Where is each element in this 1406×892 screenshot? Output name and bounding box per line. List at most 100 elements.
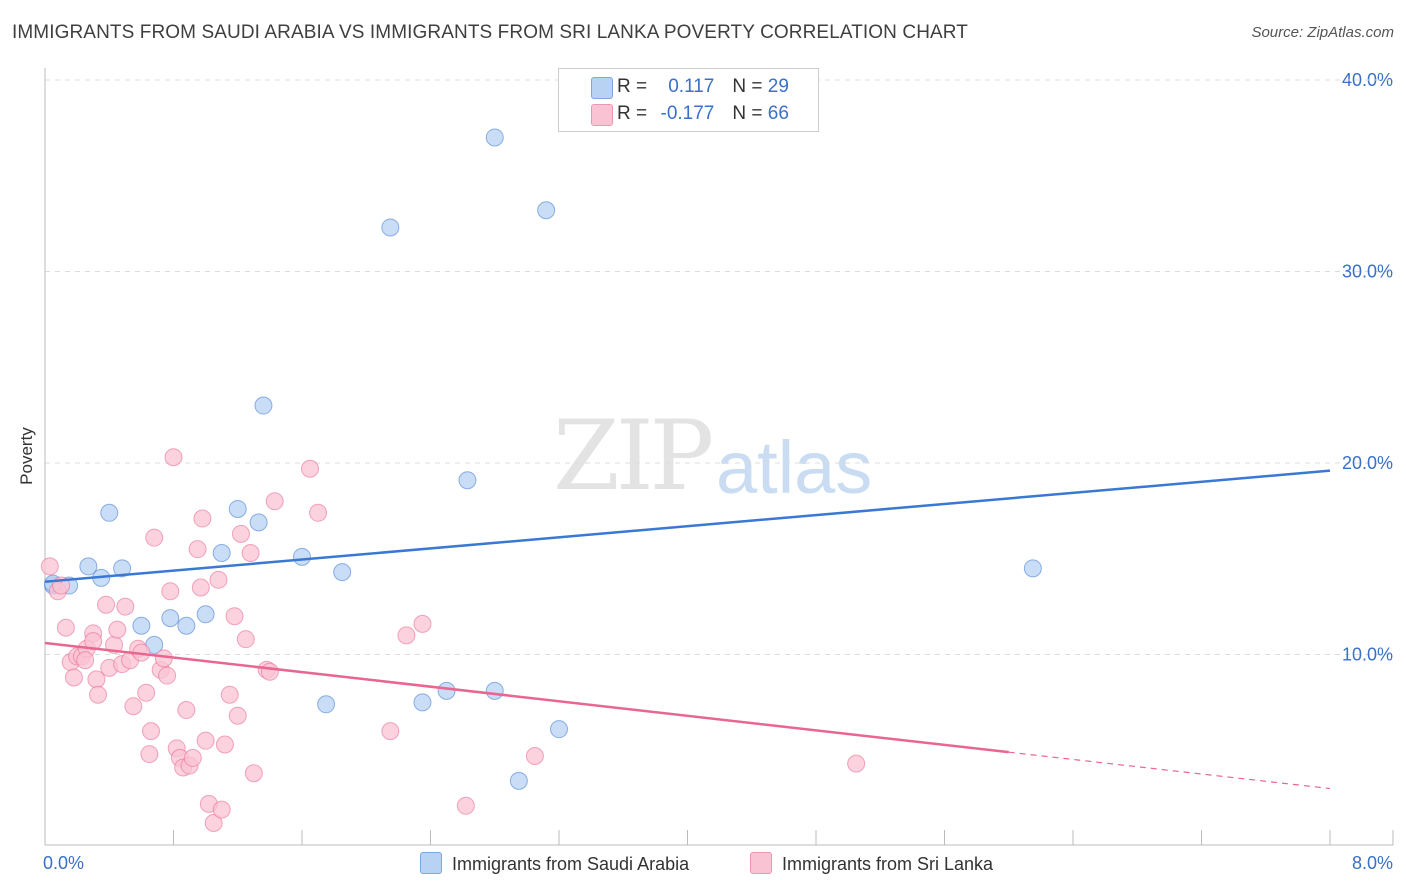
x-tick-label-max: 8.0% [1352, 853, 1393, 873]
point-sri-lanka [158, 666, 177, 685]
point-sri-lanka [260, 662, 279, 681]
point-saudi-arabia [381, 218, 400, 237]
point-saudi-arabia [161, 609, 180, 628]
point-saudi-arabia [485, 128, 504, 147]
point-sri-lanka [204, 814, 223, 833]
point-saudi-arabia [509, 771, 528, 790]
point-saudi-arabia [254, 396, 273, 415]
legend-r-value: 0.117 [668, 76, 715, 97]
point-saudi-arabia [458, 471, 477, 490]
point-sri-lanka [236, 630, 255, 649]
legend-row-sri-lanka: R = -0.177 N = 66 [591, 103, 789, 127]
point-saudi-arabia [196, 605, 215, 624]
legend-r-label: R = [617, 76, 653, 97]
legend-n-label: N = [732, 76, 768, 97]
bottom-legend-label-saudi-arabia: Immigrants from Saudi Arabia [452, 854, 690, 874]
point-sri-lanka [212, 800, 231, 819]
y-tick-label: 20.0% [1342, 453, 1393, 473]
point-saudi-arabia [177, 616, 196, 635]
point-sri-lanka [231, 524, 250, 543]
source-credit: Source: ZipAtlas.com [1251, 24, 1394, 41]
point-sri-lanka [137, 683, 156, 702]
chart-title: IMMIGRANTS FROM SAUDI ARABIA VS IMMIGRAN… [12, 22, 968, 43]
bottom-legend-swatch-saudi-arabia [420, 852, 442, 874]
point-saudi-arabia [550, 720, 568, 739]
point-sri-lanka [161, 582, 180, 601]
y-tick-label: 30.0% [1342, 262, 1393, 282]
point-saudi-arabia [228, 499, 247, 518]
point-saudi-arabia [293, 547, 311, 566]
point-saudi-arabia [132, 616, 151, 635]
point-saudi-arabia [79, 557, 98, 576]
point-sri-lanka [145, 528, 164, 547]
bottom-legend-sri-lanka: Immigrants from Sri Lanka [750, 852, 993, 875]
point-sri-lanka [525, 746, 544, 765]
point-saudi-arabia [113, 559, 132, 578]
legend-swatch-sri-lanka [591, 104, 613, 126]
point-sri-lanka [301, 459, 320, 478]
point-sri-lanka [456, 796, 475, 815]
point-sri-lanka [225, 607, 244, 626]
point-sri-lanka [177, 701, 196, 720]
point-sri-lanka [56, 618, 75, 637]
point-saudi-arabia [100, 503, 119, 522]
point-sri-lanka [97, 595, 116, 614]
point-saudi-arabia [333, 563, 352, 582]
point-sri-lanka [188, 540, 207, 559]
legend-n-value: 66 [767, 103, 789, 124]
watermark-atlas: atlas [716, 426, 873, 509]
point-sri-lanka [381, 722, 400, 741]
point-sri-lanka [124, 697, 143, 716]
point-sri-lanka [228, 706, 247, 725]
legend-swatch-saudi-arabia [591, 77, 613, 99]
point-sri-lanka [183, 748, 202, 767]
point-saudi-arabia [1023, 559, 1042, 578]
point-sri-lanka [76, 651, 95, 670]
point-sri-lanka [265, 492, 284, 511]
point-saudi-arabia [537, 201, 556, 220]
bottom-legend-swatch-sri-lanka [750, 852, 772, 874]
point-sri-lanka [209, 570, 228, 589]
y-tick-label: 10.0% [1342, 645, 1393, 665]
point-sri-lanka [164, 448, 183, 467]
point-sri-lanka [397, 626, 416, 645]
watermark-zip: ZIP [553, 400, 714, 512]
point-saudi-arabia [437, 681, 456, 700]
legend-row-saudi-arabia: R = 0.117 N = 29 [591, 76, 789, 100]
point-sri-lanka [40, 557, 59, 576]
point-sri-lanka [116, 597, 135, 616]
point-sri-lanka [140, 745, 159, 764]
point-sri-lanka [244, 764, 263, 783]
trend-line-extension-sri-lanka [1008, 751, 1331, 790]
x-tick-label-min: 0.0% [43, 853, 84, 873]
point-sri-lanka [89, 685, 108, 704]
point-sri-lanka [142, 722, 161, 741]
point-sri-lanka [215, 735, 234, 754]
stats-legend: R = 0.117 N = 29 R = -0.177 N = 66 [558, 68, 819, 132]
point-sri-lanka [196, 731, 215, 750]
legend-n-value: 29 [767, 76, 789, 97]
bottom-legend-label-sri-lanka: Immigrants from Sri Lanka [782, 854, 994, 874]
y-axis-label: Poverty [17, 427, 36, 485]
point-saudi-arabia [249, 513, 268, 532]
point-sri-lanka [220, 685, 239, 704]
point-saudi-arabia [413, 693, 432, 712]
point-sri-lanka [191, 578, 210, 597]
point-saudi-arabia [317, 695, 336, 714]
trend-line-sri-lanka [44, 641, 1009, 754]
trend-line-saudi-arabia [44, 469, 1331, 583]
legend-r-label: R = [617, 103, 653, 124]
point-sri-lanka [309, 503, 328, 522]
legend-r-value: -0.177 [660, 103, 715, 124]
point-saudi-arabia [485, 681, 504, 700]
legend-n-label: N = [732, 103, 768, 124]
point-sri-lanka [241, 544, 260, 563]
point-sri-lanka [413, 614, 432, 633]
point-saudi-arabia [212, 544, 231, 563]
point-sri-lanka [64, 668, 83, 687]
bottom-legend-saudi-arabia: Immigrants from Saudi Arabia [420, 852, 689, 875]
point-sri-lanka [108, 620, 127, 639]
point-sri-lanka [193, 509, 212, 528]
point-sri-lanka [847, 754, 866, 773]
